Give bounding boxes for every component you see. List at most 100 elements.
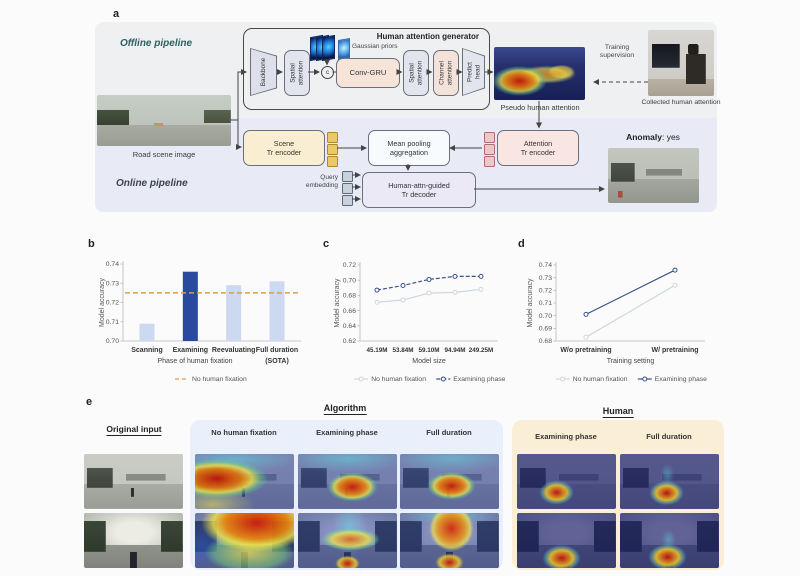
original-input-row1 — [84, 454, 183, 509]
svg-text:Examining: Examining — [173, 347, 208, 354]
heatmap-r1-full-duration — [400, 454, 499, 509]
svg-text:0.72: 0.72 — [343, 262, 356, 269]
svg-text:No human fixation: No human fixation — [192, 376, 247, 383]
algorithm-header: Algorithm — [323, 403, 367, 415]
heatmap-r2-human-examining — [517, 513, 616, 568]
original-input-row2 — [84, 513, 183, 568]
panel-d-letter: d — [518, 238, 525, 250]
svg-text:0.74: 0.74 — [539, 262, 552, 269]
anomaly-result: Anomaly: yes — [600, 132, 706, 142]
col-no-human-fixation: No human fixation — [211, 428, 277, 437]
attention-token-3 — [484, 156, 495, 167]
svg-text:Training setting: Training setting — [607, 358, 655, 365]
svg-text:0.74: 0.74 — [106, 261, 119, 268]
svg-text:Reevaluating: Reevaluating — [212, 347, 256, 354]
query-token-3 — [342, 195, 353, 206]
panel-a-letter: a — [113, 8, 120, 20]
svg-text:0.71: 0.71 — [106, 319, 119, 326]
anomaly-value: : yes — [661, 132, 680, 142]
svg-text:Model accuracy: Model accuracy — [527, 278, 534, 328]
svg-text:Examining phase: Examining phase — [655, 376, 707, 383]
panel-b-letter: b — [88, 238, 95, 250]
training-supervision-label: Training supervision — [599, 44, 635, 60]
panel-e-letter: e — [86, 396, 93, 408]
svg-text:0.68: 0.68 — [539, 338, 552, 345]
heatmap-r2-human-full — [620, 513, 719, 568]
road-scene-image — [97, 95, 231, 146]
svg-text:0.72: 0.72 — [106, 300, 119, 307]
road-scene-caption: Road scene image — [132, 150, 196, 159]
heatmap-r1-no-fixation — [195, 454, 294, 509]
svg-text:No human fixation: No human fixation — [371, 376, 426, 383]
svg-text:(SOTA): (SOTA) — [265, 358, 289, 365]
svg-text:W/ pretraining: W/ pretraining — [651, 347, 698, 354]
svg-text:59.10M: 59.10M — [418, 347, 439, 354]
svg-text:53.84M: 53.84M — [392, 347, 413, 354]
svg-text:249.25M: 249.25M — [469, 347, 494, 354]
bar-chart-phase-of-fixation: 0.70 0.71 0.72 0.73 0.74 Model accuracy Scanni… — [99, 261, 301, 383]
svg-text:0.73: 0.73 — [106, 280, 119, 287]
anomaly-output-image — [608, 148, 699, 203]
col-full-duration: Full duration — [426, 428, 472, 437]
svg-text:0.70: 0.70 — [539, 313, 552, 320]
svg-text:0.62: 0.62 — [343, 338, 356, 345]
conv-gru-block: Conv-GRU — [336, 58, 400, 88]
pseudo-human-attention-image — [494, 47, 585, 100]
human-header: Human — [602, 406, 634, 418]
svg-text:Model size: Model size — [412, 358, 446, 365]
scene-token-3 — [327, 156, 338, 167]
spatial-attention-2-block: Spatial attention — [403, 50, 429, 96]
svg-text:0.73: 0.73 — [539, 275, 552, 282]
svg-text:0.70: 0.70 — [106, 338, 119, 345]
attention-token-1 — [484, 132, 495, 143]
spatial-attention-1-block: Spatial attention — [284, 50, 310, 96]
line-chart-model-size: 0.62 0.64 0.66 0.68 0.70 0.72 Model accuracy 45… — [334, 262, 506, 383]
heatmap-r2-examining — [298, 513, 397, 568]
scene-tr-encoder-box: Scene Tr encoder — [243, 130, 325, 166]
query-embedding-label: Query embedding — [305, 174, 338, 190]
svg-text:Model accuracy: Model accuracy — [99, 277, 106, 327]
svg-text:No human fixation: No human fixation — [573, 376, 628, 383]
heatmap-r1-human-examining — [517, 454, 616, 509]
scene-token-1 — [327, 132, 338, 143]
anomaly-label: Anomaly — [626, 132, 662, 142]
svg-text:0.70: 0.70 — [343, 277, 356, 284]
heatmap-r1-human-full — [620, 454, 719, 509]
query-token-1 — [342, 171, 353, 182]
col-human-examining-phase: Examining phase — [535, 432, 597, 441]
predict-head-block: Predict head — [462, 48, 485, 96]
tr-decoder-box: Human-attn-guided Tr decoder — [362, 172, 476, 208]
original-input-header: Original input — [106, 424, 162, 436]
line-chart-training-setting: 0.68 0.69 0.70 0.71 0.72 0.73 0.74 Model accura… — [527, 262, 707, 383]
panel-c-letter: c — [323, 238, 330, 250]
heatmap-r2-no-fixation — [195, 513, 294, 568]
online-pipeline-label: Online pipeline — [116, 178, 188, 189]
scene-token-2 — [327, 144, 338, 155]
pseudo-attention-caption: Pseudo human attention — [500, 103, 580, 112]
svg-text:Scanning: Scanning — [131, 347, 163, 354]
svg-text:Examining phase: Examining phase — [453, 376, 505, 383]
generator-title: Human attention generator — [376, 32, 479, 41]
svg-text:0.64: 0.64 — [343, 323, 356, 330]
svg-text:0.68: 0.68 — [343, 293, 356, 300]
collected-attention-caption: Collected human attention — [641, 99, 721, 106]
col-examining-phase: Examining phase — [316, 428, 378, 437]
attention-token-2 — [484, 144, 495, 155]
heatmap-r2-full-duration — [400, 513, 499, 568]
backbone-block: Backbone — [250, 48, 277, 96]
svg-text:W/o pretraining: W/o pretraining — [560, 347, 611, 354]
svg-text:0.69: 0.69 — [539, 326, 552, 333]
attention-tr-encoder-box: Attention Tr encoder — [497, 130, 579, 166]
svg-text:94.94M: 94.94M — [444, 347, 465, 354]
svg-text:Phase of human fixation: Phase of human fixation — [157, 358, 232, 365]
svg-text:0.66: 0.66 — [343, 308, 356, 315]
heatmap-r1-examining — [298, 454, 397, 509]
svg-text:45.19M: 45.19M — [366, 347, 387, 354]
collected-human-attention-image — [648, 30, 714, 96]
offline-pipeline-label: Offline pipeline — [120, 38, 193, 49]
svg-text:Model accuracy: Model accuracy — [334, 278, 341, 328]
svg-text:0.72: 0.72 — [539, 288, 552, 295]
query-token-2 — [342, 183, 353, 194]
svg-text:Full duration: Full duration — [256, 347, 298, 354]
gaussian-priors-label: Gaussian priors — [352, 43, 398, 50]
